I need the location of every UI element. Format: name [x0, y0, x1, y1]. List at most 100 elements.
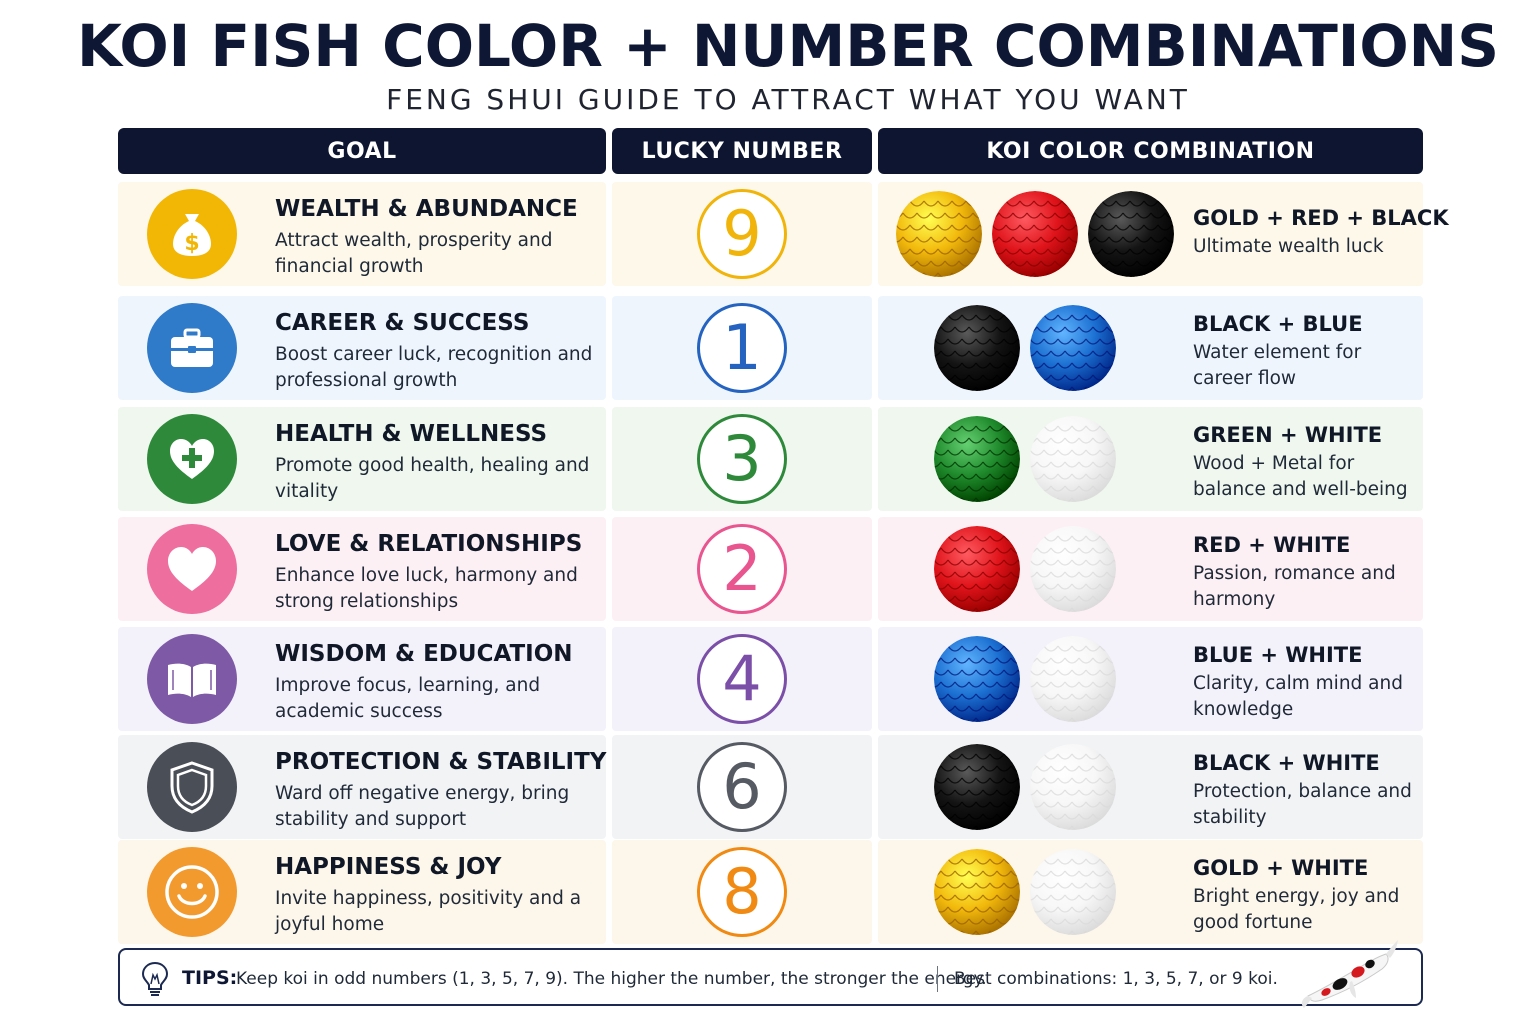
combination-title: BLUE + WHITE	[1193, 643, 1363, 667]
goal-description: Enhance love luck, harmony and strong re…	[275, 565, 578, 612]
koi-color-swatch-red	[934, 526, 1020, 612]
goal-cell: CAREER & SUCCESS Boost career luck, reco…	[118, 296, 606, 400]
combination-description: Ultimate wealth luck	[1193, 236, 1384, 257]
koi-combination-cell: BLACK + WHITE Protection, balance and st…	[878, 735, 1423, 839]
lucky-number: 1	[697, 303, 787, 393]
lucky-number-cell: 8	[612, 840, 872, 944]
koi-combination-cell: BLUE + WHITE Clarity, calm mind and know…	[878, 627, 1423, 731]
table-row: WISDOM & EDUCATION Improve focus, learni…	[118, 627, 1423, 731]
briefcase-icon	[147, 303, 237, 393]
koi-color-swatch-red	[992, 191, 1078, 277]
smiley-icon	[147, 847, 237, 937]
goal-title: WEALTH & ABUNDANCE	[275, 196, 578, 222]
tips-best-combinations: Best combinations: 1, 3, 5, 7, or 9 koi.	[954, 969, 1278, 989]
goal-title: HEALTH & WELLNESS	[275, 421, 548, 447]
koi-combination-cell: BLACK + BLUE Water element for career fl…	[878, 296, 1423, 400]
lucky-number-cell: 3	[612, 407, 872, 511]
goal-description: Ward off negative energy, bring stabilit…	[275, 783, 570, 830]
lucky-number-cell: 6	[612, 735, 872, 839]
goal-title: PROTECTION & STABILITY	[275, 749, 607, 775]
combination-description: Protection, balance and stability	[1193, 781, 1412, 828]
page-title: KOI FISH COLOR + NUMBER COMBINATIONS	[77, 12, 1499, 80]
lucky-number: 4	[697, 634, 787, 724]
combination-description: Passion, romance and harmony	[1193, 563, 1396, 610]
lucky-number-cell: 2	[612, 517, 872, 621]
combination-description: Bright energy, joy and good fortune	[1193, 886, 1400, 933]
book-icon	[147, 634, 237, 724]
goal-title: LOVE & RELATIONSHIPS	[275, 531, 583, 557]
lucky-number-cell: 9	[612, 182, 872, 286]
table-row: HEALTH & WELLNESS Promote good health, h…	[118, 407, 1423, 511]
goal-description: Boost career luck, recognition and profe…	[275, 344, 593, 391]
combination-title: GREEN + WHITE	[1193, 423, 1383, 447]
table-row: HAPPINESS & JOY Invite happiness, positi…	[118, 840, 1423, 944]
shield-icon	[147, 742, 237, 832]
koi-color-swatch-black	[934, 305, 1020, 391]
lucky-number-cell: 4	[612, 627, 872, 731]
koi-color-swatches	[934, 744, 1116, 830]
lightbulb-icon	[141, 961, 169, 996]
combination-title: GOLD + RED + BLACK	[1193, 206, 1449, 230]
heart-plus-icon	[147, 414, 237, 504]
tips-divider	[937, 966, 938, 992]
koi-color-swatch-white	[1030, 526, 1116, 612]
koi-color-swatch-blue	[934, 636, 1020, 722]
combination-title: GOLD + WHITE	[1193, 856, 1369, 880]
column-header-lucky-number: LUCKY NUMBER	[612, 128, 872, 174]
svg-text:$: $	[184, 231, 199, 256]
table-row: CAREER & SUCCESS Boost career luck, reco…	[118, 296, 1423, 400]
koi-color-swatches	[934, 526, 1116, 612]
lucky-number: 2	[697, 524, 787, 614]
lucky-number: 8	[697, 847, 787, 937]
koi-color-swatches	[934, 636, 1116, 722]
koi-color-swatch-white	[1030, 636, 1116, 722]
goal-cell: WISDOM & EDUCATION Improve focus, learni…	[118, 627, 606, 731]
koi-combination-cell: GOLD + WHITE Bright energy, joy and good…	[878, 840, 1423, 944]
koi-color-swatches	[934, 305, 1116, 391]
koi-combination-cell: GOLD + RED + BLACK Ultimate wealth luck	[878, 182, 1449, 286]
koi-color-swatch-blue	[1030, 305, 1116, 391]
koi-color-swatch-gold	[934, 849, 1020, 935]
koi-color-swatch-black	[934, 744, 1020, 830]
money-bag-icon: $	[147, 189, 237, 279]
goal-title: CAREER & SUCCESS	[275, 310, 530, 336]
koi-combination-cell: GREEN + WHITE Wood + Metal for balance a…	[878, 407, 1423, 511]
koi-color-swatch-white	[1030, 849, 1116, 935]
goal-cell: $ WEALTH & ABUNDANCE Attract wealth, pro…	[118, 182, 606, 286]
goal-cell: PROTECTION & STABILITY Ward off negative…	[118, 735, 606, 839]
page-subtitle: FENG SHUI GUIDE TO ATTRACT WHAT YOU WANT	[386, 83, 1190, 116]
tips-text: Keep koi in odd numbers (1, 3, 5, 7, 9).…	[236, 969, 987, 989]
goal-description: Invite happiness, positivity and a joyfu…	[275, 888, 582, 935]
goal-description: Promote good health, healing and vitalit…	[275, 455, 590, 502]
combination-title: BLACK + WHITE	[1193, 751, 1380, 775]
koi-color-swatches	[934, 416, 1116, 502]
koi-fish-icon	[1301, 940, 1398, 1008]
goal-title: WISDOM & EDUCATION	[275, 641, 573, 667]
goal-cell: HEALTH & WELLNESS Promote good health, h…	[118, 407, 606, 511]
goal-cell: LOVE & RELATIONSHIPS Enhance love luck, …	[118, 517, 606, 621]
goal-title: HAPPINESS & JOY	[275, 854, 502, 880]
table-row: PROTECTION & STABILITY Ward off negative…	[118, 735, 1423, 839]
lucky-number: 6	[697, 742, 787, 832]
koi-color-swatch-black	[1088, 191, 1174, 277]
koi-color-swatches	[896, 191, 1174, 277]
tips-label: TIPS:	[182, 967, 238, 989]
heart-icon	[147, 524, 237, 614]
lucky-number: 3	[697, 414, 787, 504]
goal-description: Attract wealth, prosperity and financial…	[275, 230, 553, 277]
koi-color-swatches	[934, 849, 1116, 935]
column-header-koi-color-combination: KOI COLOR COMBINATION	[878, 128, 1423, 174]
combination-title: RED + WHITE	[1193, 533, 1351, 557]
combination-description: Water element for career flow	[1193, 342, 1362, 389]
combination-description: Clarity, calm mind and knowledge	[1193, 673, 1403, 720]
koi-color-swatch-green	[934, 416, 1020, 502]
lucky-number-cell: 1	[612, 296, 872, 400]
tips-bar: TIPS: Keep koi in odd numbers (1, 3, 5, …	[118, 940, 1423, 1008]
koi-color-swatch-gold	[896, 191, 982, 277]
column-header-goal: GOAL	[118, 128, 606, 174]
lucky-number: 9	[697, 189, 787, 279]
combination-title: BLACK + BLUE	[1193, 312, 1363, 336]
goal-description: Improve focus, learning, and academic su…	[275, 675, 541, 722]
koi-combination-cell: RED + WHITE Passion, romance and harmony	[878, 517, 1423, 621]
table-row: LOVE & RELATIONSHIPS Enhance love luck, …	[118, 517, 1423, 621]
